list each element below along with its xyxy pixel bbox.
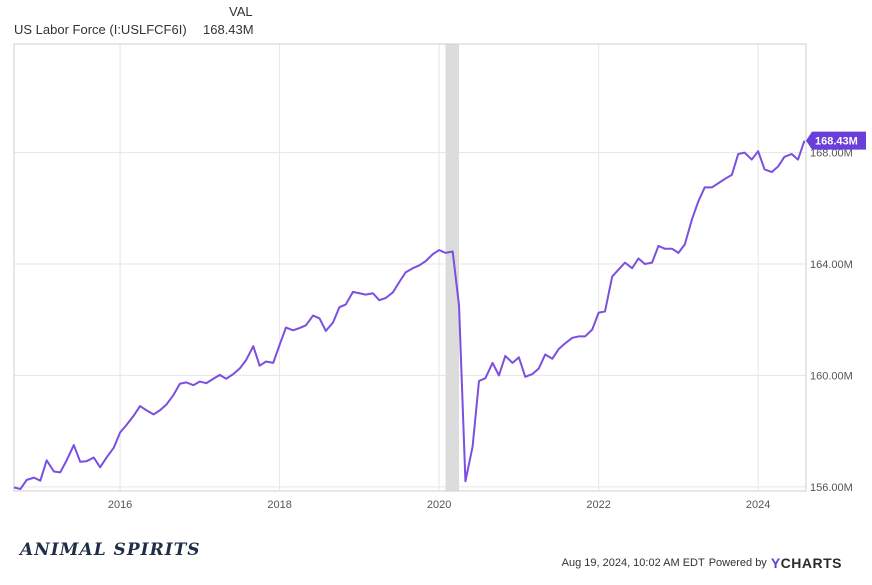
last-value-badge-shape [806,131,866,150]
x-axis: 2016 2018 2020 2022 2024 [108,499,771,511]
series-line-us-labor-force [13,140,806,491]
x-tick-label: 2024 [746,499,770,511]
y-tick-label: 156.00M [810,482,853,494]
y-axis: 156.00M 160.00M 164.00M 168.00M [810,148,853,494]
ycharts-logo-text: CHARTS [780,555,842,571]
ycharts-logo-y: Y [770,555,781,571]
x-tick-label: 2016 [108,499,132,511]
footer-attribution: Aug 19, 2024, 10:02 AM EDT Powered by YC… [562,555,842,571]
animal-spirits-logo: ANIMAL SPIRITS [20,540,201,560]
x-tick-label: 2020 [427,499,451,511]
x-tick-label: 2022 [586,499,610,511]
series-current-value: 168.43M [203,22,254,37]
series-points [13,140,805,490]
plot-border [13,43,807,492]
y-tick-label: 164.00M [810,259,853,271]
last-value-badge-label: 168.43M [815,136,858,148]
recession-band [445,44,460,491]
last-value-badge: 168.43M [806,131,866,150]
footer-timestamp: Aug 19, 2024, 10:02 AM EDT [561,557,705,569]
column-header-val: VAL [229,4,253,19]
y-tick-label: 168.00M [810,148,853,160]
grid-lines [14,44,806,491]
series-name: US Labor Force (I:USLFCF6I) [14,22,187,37]
x-tick-label: 2018 [267,499,291,511]
footer-powered-by: Powered by [708,557,767,569]
ycharts-logo[interactable]: YCHARTS [771,555,842,571]
y-tick-label: 160.00M [810,370,853,382]
